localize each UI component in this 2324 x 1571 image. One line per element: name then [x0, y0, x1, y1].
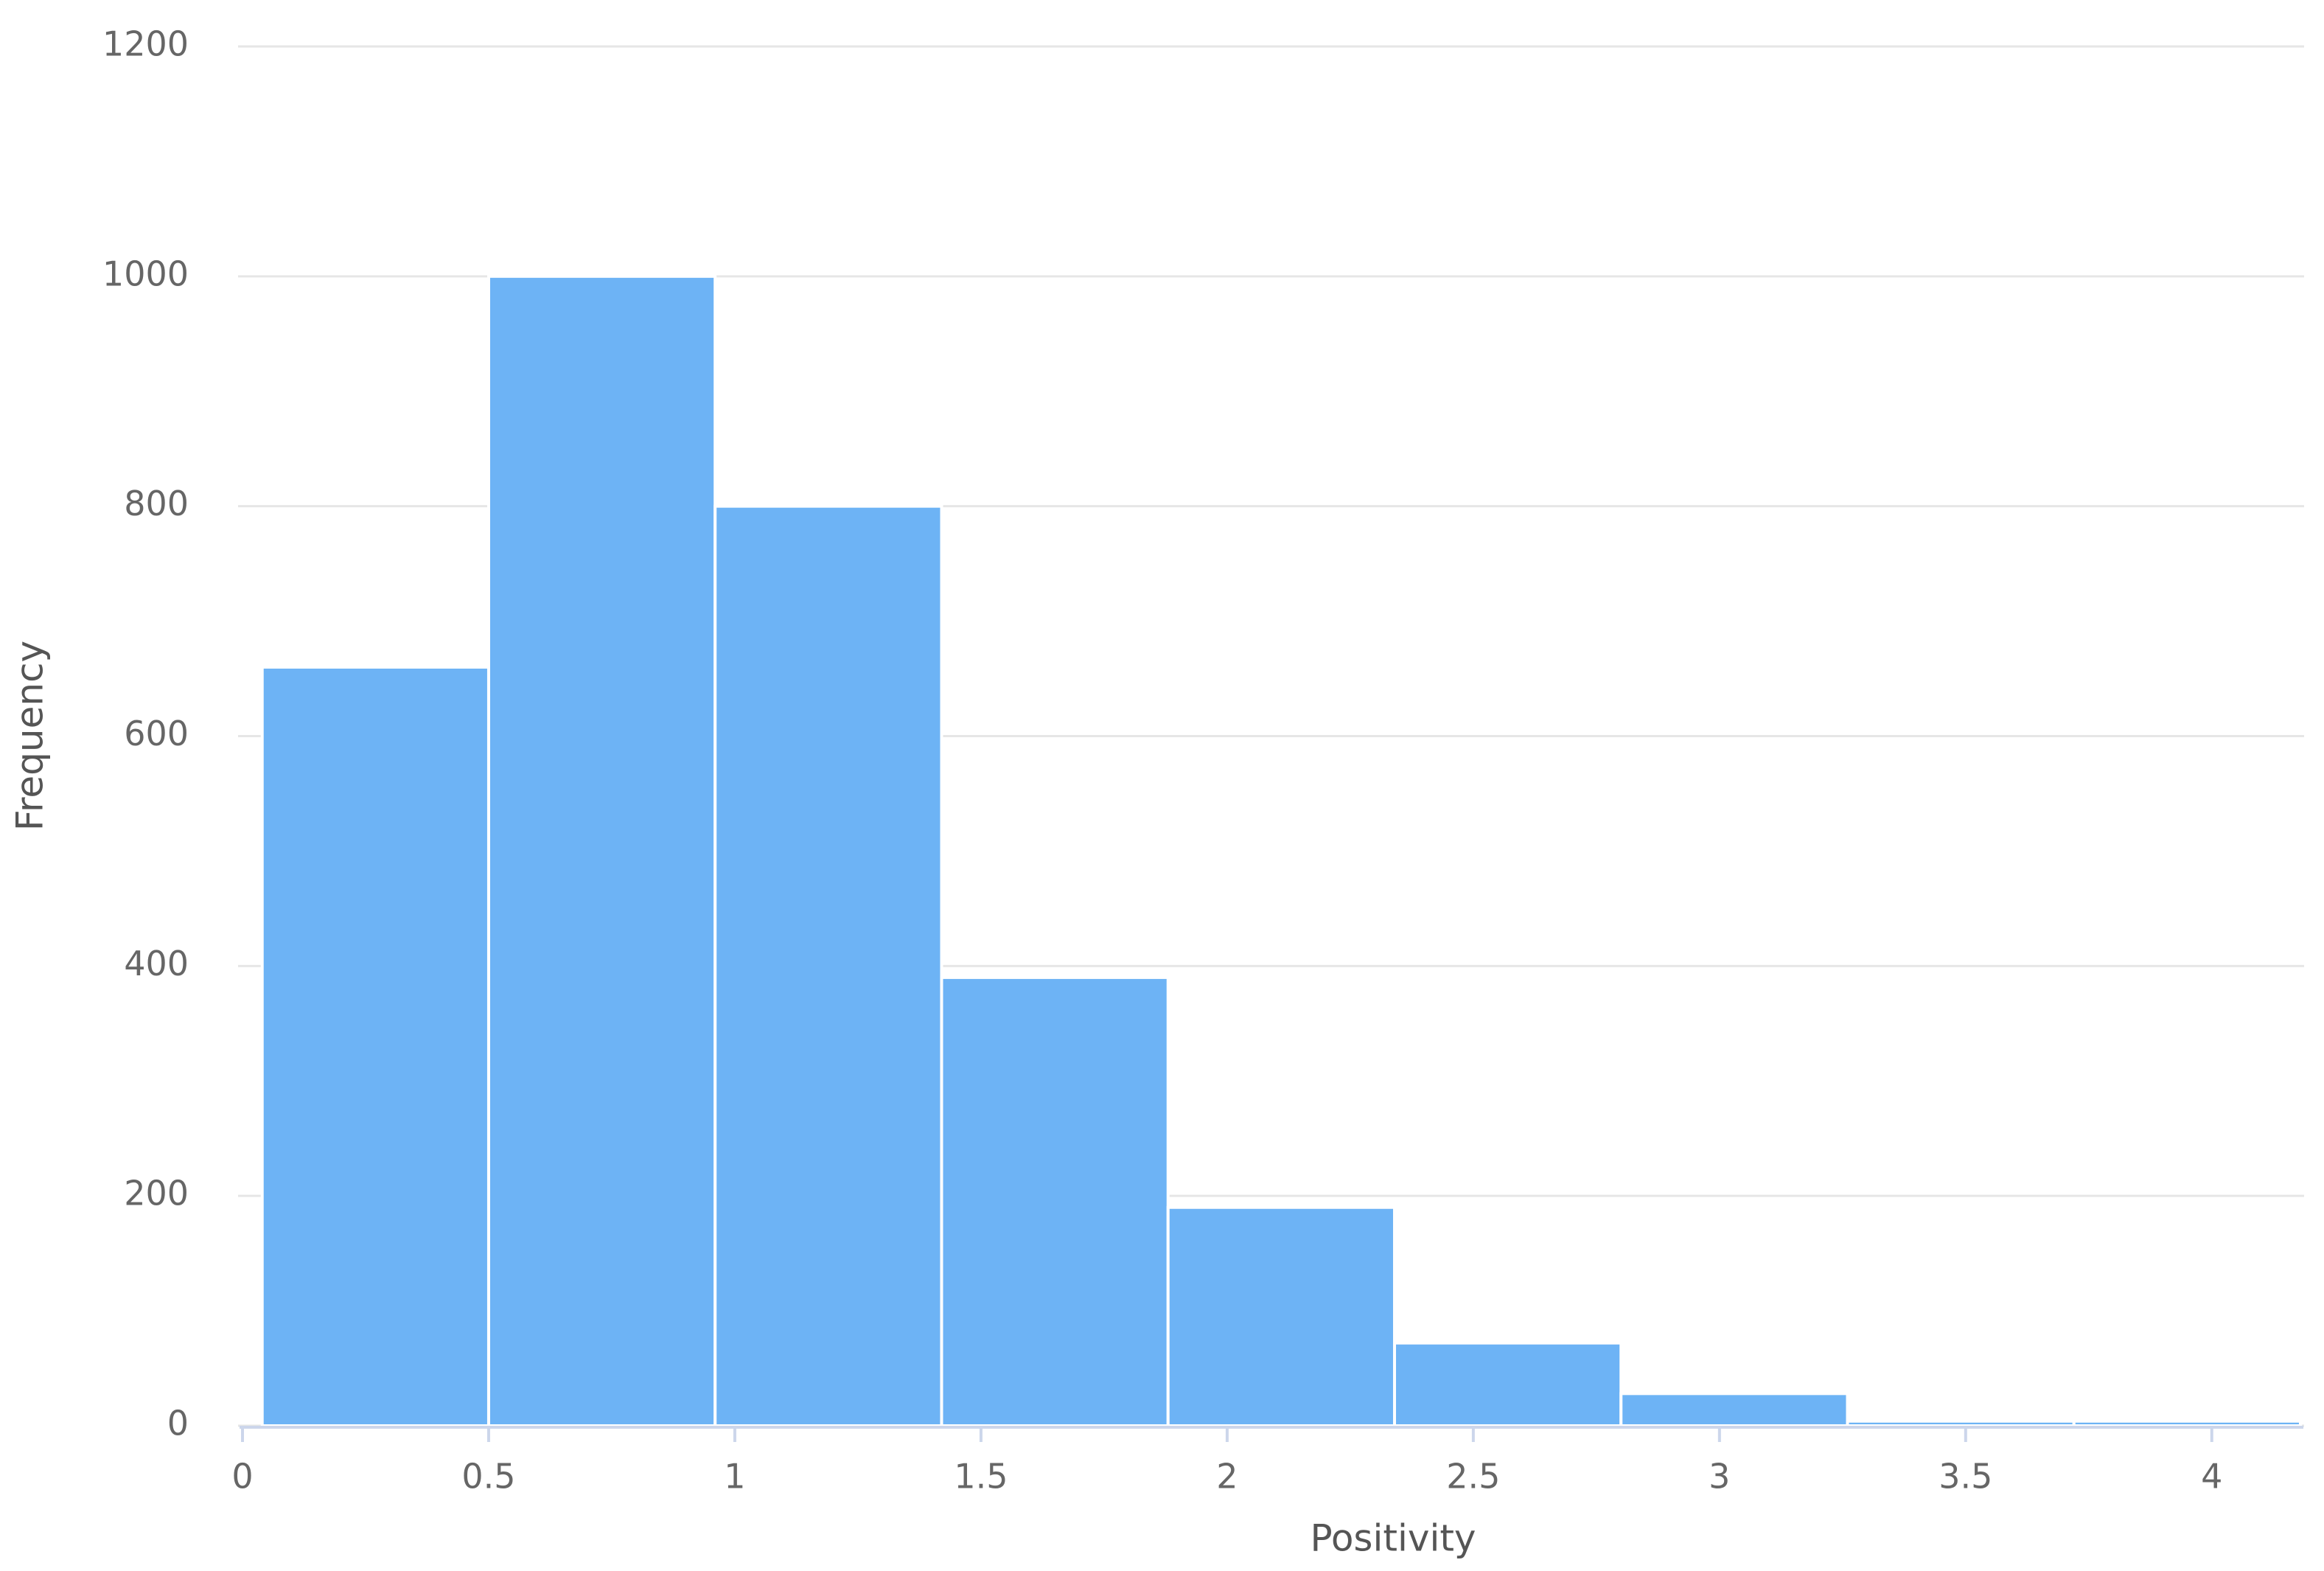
y-tick-label: 400 [124, 944, 189, 983]
y-tick-label: 200 [124, 1174, 189, 1213]
x-tick-label: 1 [724, 1457, 745, 1497]
y-tick-label: 600 [124, 714, 189, 753]
x-axis-title: Positivity [1310, 1517, 1476, 1560]
x-tick-label: 1.5 [954, 1457, 1008, 1497]
y-axis-title: Frequency [9, 641, 52, 831]
x-tick-label: 0 [231, 1457, 253, 1497]
y-tick-label: 800 [124, 484, 189, 523]
bar [2072, 1419, 2302, 1427]
bar [260, 665, 490, 1428]
x-tick-label: 2.5 [1446, 1457, 1500, 1497]
bar [1619, 1392, 1849, 1428]
y-tick-label: 0 [167, 1404, 189, 1443]
y-tick-label: 1000 [102, 254, 189, 293]
x-tick-label: 3 [1709, 1457, 1730, 1497]
bar [486, 274, 717, 1427]
y-tick-label: 1200 [102, 24, 189, 64]
x-tick-label: 3.5 [1939, 1457, 1992, 1497]
bar [1166, 1205, 1396, 1427]
bar [1846, 1419, 2076, 1427]
bar [940, 975, 1170, 1428]
x-tick-label: 4 [2201, 1457, 2222, 1497]
bar [1392, 1341, 1623, 1427]
bar [713, 504, 943, 1428]
x-tick-label: 0.5 [461, 1457, 515, 1497]
x-tick-label: 2 [1216, 1457, 1238, 1497]
